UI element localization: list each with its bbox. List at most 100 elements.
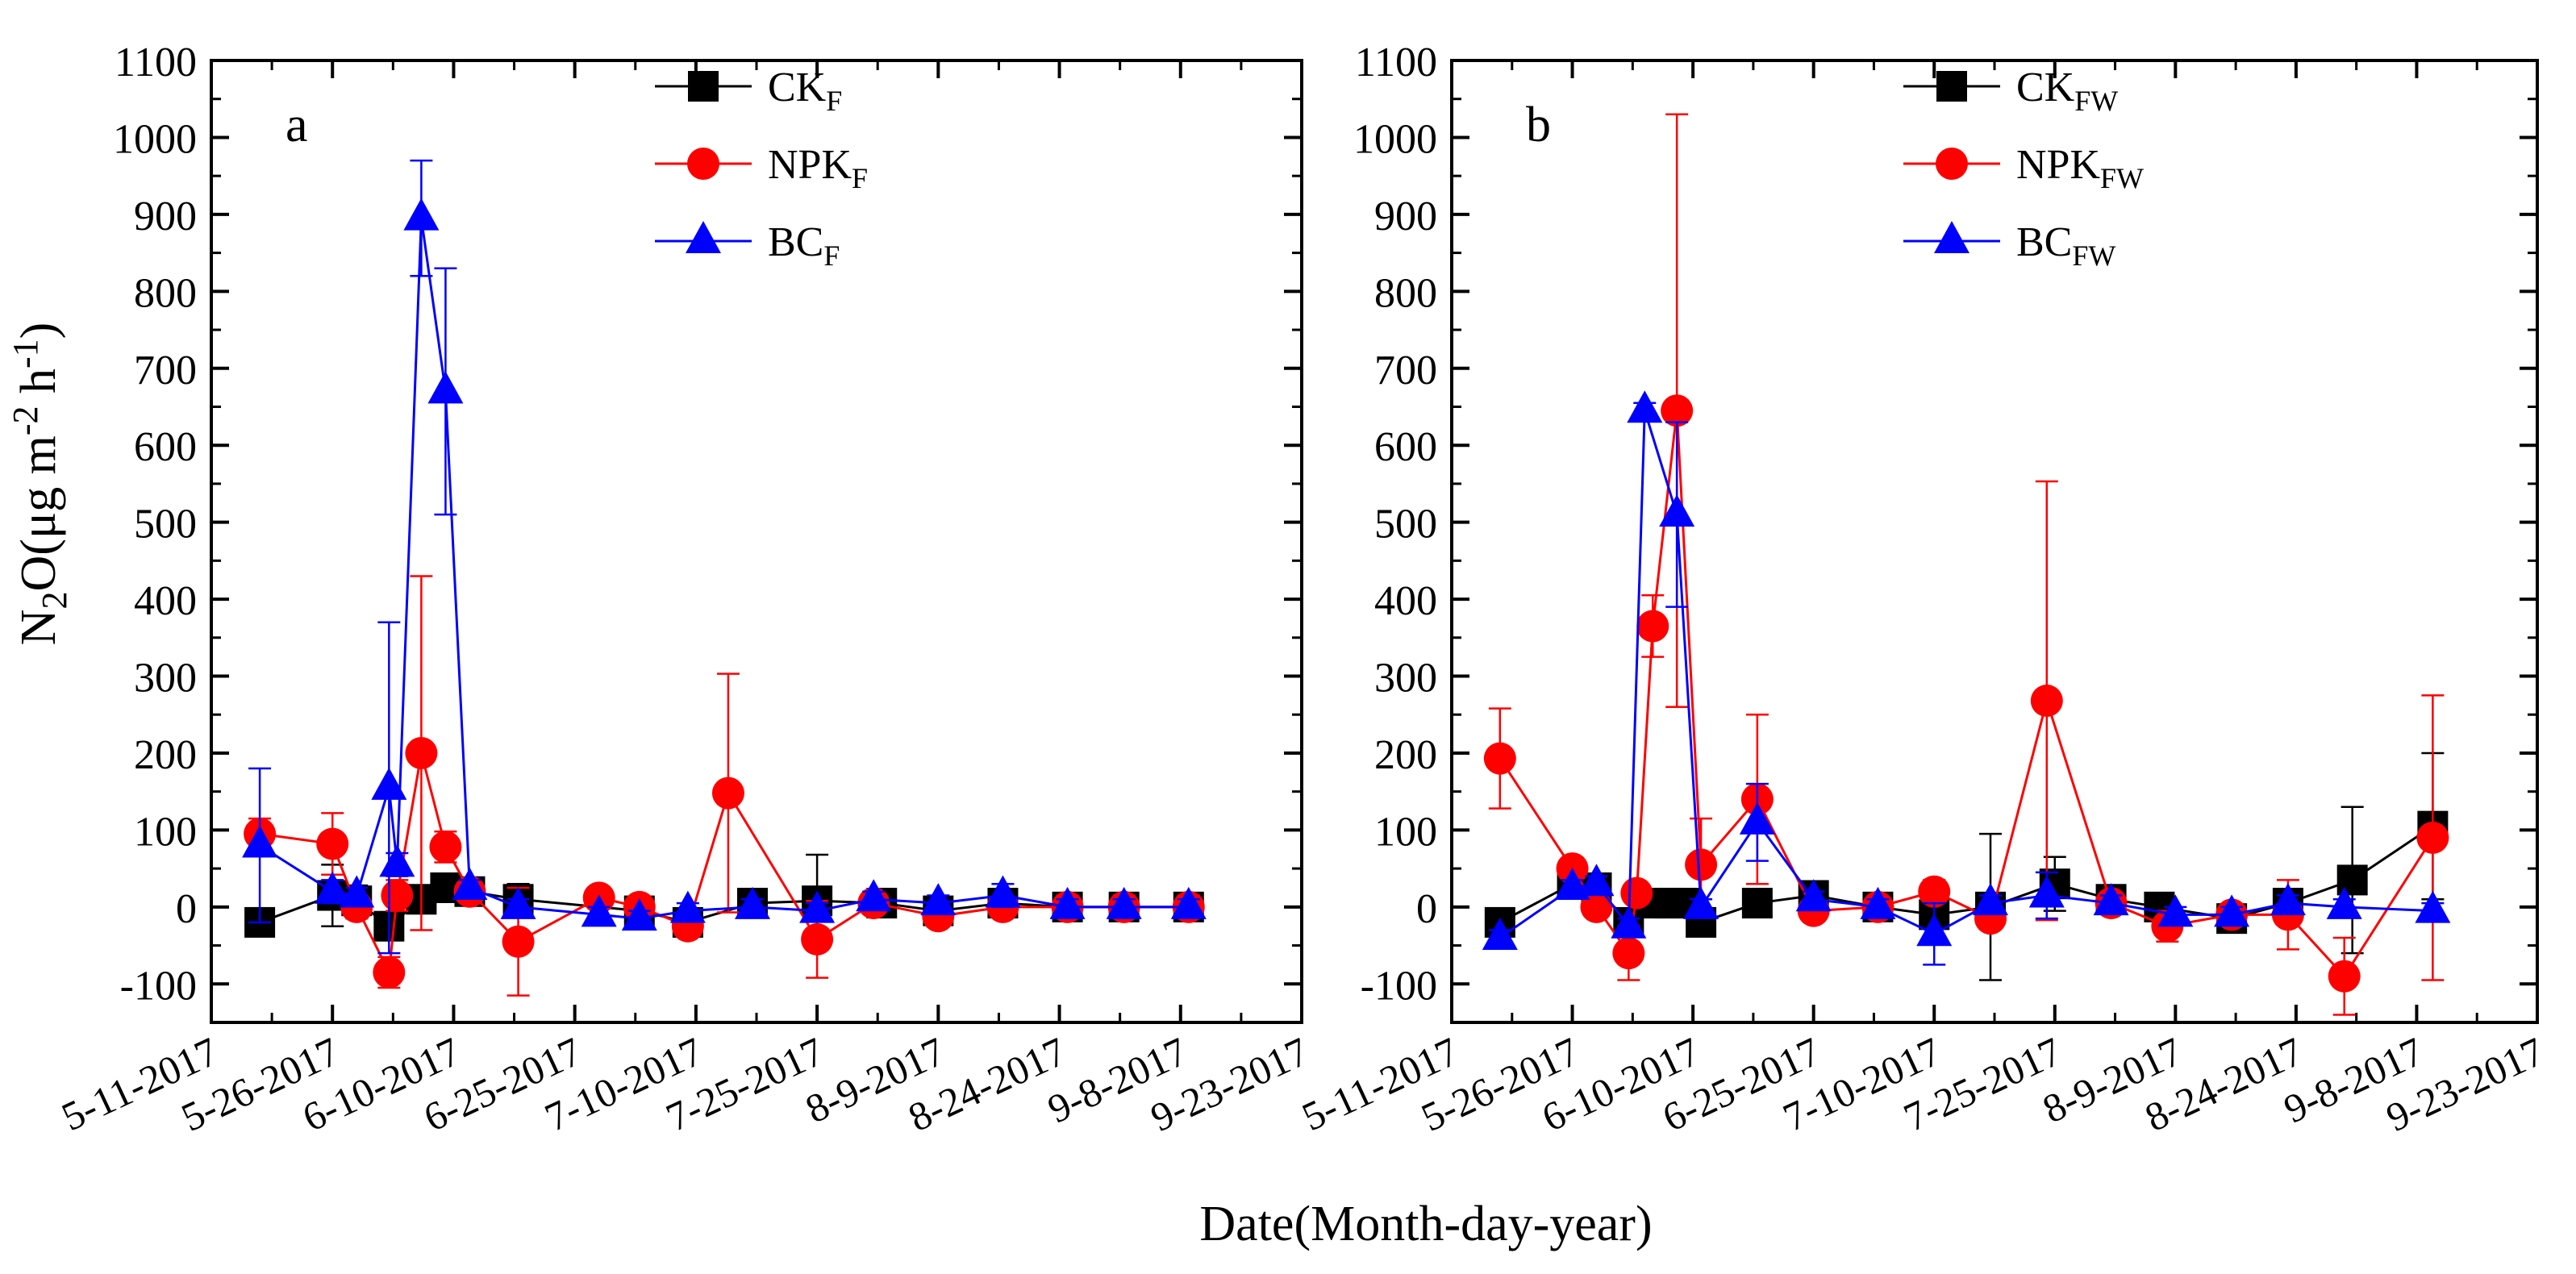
data-point [316, 827, 349, 860]
data-point [371, 767, 407, 800]
data-point [2157, 894, 2194, 927]
data-point [1612, 937, 1645, 970]
data-point [1483, 742, 1516, 775]
y-tick-label: 500 [134, 502, 197, 547]
data-point [315, 871, 351, 904]
data-point [1636, 610, 1669, 643]
y-tick-label: 800 [1374, 270, 1437, 316]
legend-entry: NPKF [655, 142, 868, 194]
series-BC_FW [1482, 390, 2451, 966]
y-tick-label: 200 [1374, 732, 1437, 778]
panel-label: a [286, 98, 308, 152]
panel-b: -100 0 100 200 300 400 500 600 700 800 900 1000 1100… [1295, 40, 2551, 1140]
data-point [500, 886, 536, 919]
legend-entry: BCF [655, 219, 840, 272]
plot-frame [210, 59, 1303, 1024]
legend-label: NPKF [768, 142, 868, 194]
legend-label: BCF [768, 219, 840, 272]
data-point [1918, 875, 1951, 908]
y-tick-label: 1100 [1355, 40, 1437, 85]
legend-marker [1934, 221, 1970, 253]
data-point [1049, 886, 1086, 919]
legend-label: CKF [768, 65, 842, 117]
legend-entry: CKF [655, 65, 842, 117]
data-point [1973, 883, 2009, 916]
data-point [734, 886, 770, 919]
data-point [1739, 801, 1775, 835]
y-tick-label: 1000 [113, 116, 197, 162]
x-axis-label: Date(Month-day-year) [1199, 1197, 1652, 1251]
data-point [799, 890, 836, 923]
legend-marker [687, 148, 719, 180]
data-point [2028, 875, 2065, 908]
data-point [381, 879, 414, 912]
y-tick-label: -100 [1361, 963, 1437, 1009]
data-point [2415, 890, 2451, 923]
data-point [1611, 906, 1647, 939]
legend-entry: NPKFW [1903, 142, 2144, 194]
legend-marker [686, 221, 721, 253]
data-point [581, 894, 617, 927]
data-point [1627, 390, 1663, 423]
y-tick-label: 600 [134, 424, 197, 470]
data-point [856, 879, 892, 912]
legend-entry: BCFW [1903, 219, 2115, 272]
y-tick-label: 600 [1374, 424, 1437, 470]
data-point [2030, 685, 2063, 718]
legend-marker [688, 71, 719, 102]
y-axis-label: N2O(μg m-2 h-1) [6, 323, 74, 646]
legend-marker [1936, 71, 1967, 102]
data-point [502, 925, 535, 958]
data-point [405, 736, 438, 769]
y-tick-label: 1100 [115, 40, 197, 85]
data-point [2328, 960, 2361, 993]
data-point [1916, 914, 1953, 947]
y-tick-label: 800 [134, 270, 197, 316]
data-point [1659, 494, 1695, 527]
data-point [2214, 894, 2250, 927]
data-point [2270, 883, 2306, 916]
data-point [403, 198, 440, 231]
data-point [1620, 876, 1653, 910]
legend-entry: CKFW [1903, 65, 2118, 117]
y-tick-label: 700 [1374, 348, 1437, 393]
legend-marker [1936, 148, 1968, 180]
data-point [1578, 864, 1615, 897]
data-point [1795, 879, 1832, 912]
data-point [427, 371, 464, 404]
y-tick-label: 300 [1374, 656, 1437, 702]
data-point [339, 875, 375, 908]
y-tick-label: 100 [134, 809, 197, 855]
series-BC_F [242, 159, 1207, 955]
data-point [669, 890, 706, 923]
y-tick-label: 900 [134, 194, 197, 239]
data-point [2416, 821, 2449, 854]
data-point [985, 875, 1021, 908]
data-point [2093, 883, 2129, 916]
series-line [259, 218, 1189, 920]
legend-label: BCFW [2016, 219, 2115, 272]
data-point [621, 898, 657, 931]
data-point [429, 831, 462, 864]
data-point [1860, 886, 1896, 919]
data-point [920, 883, 957, 916]
plot-frame [1450, 59, 2539, 1024]
y-tick-label: 700 [134, 348, 197, 393]
y-tick-label: 400 [1374, 578, 1437, 624]
data-point [1482, 918, 1518, 951]
y-tick-label: 1000 [1353, 116, 1437, 162]
y-tick-label: 900 [1374, 194, 1437, 239]
data-point [1170, 886, 1207, 919]
y-tick-label: 0 [176, 886, 197, 932]
data-point [1685, 848, 1718, 881]
data-point [711, 776, 744, 810]
data-point [379, 844, 415, 877]
y-tick-label: 200 [134, 732, 197, 778]
panel-label: b [1526, 98, 1551, 152]
y-tick-label: 500 [1374, 502, 1437, 547]
data-point [1106, 886, 1142, 919]
y-tick-label: 400 [134, 578, 197, 624]
data-point [2326, 886, 2362, 919]
